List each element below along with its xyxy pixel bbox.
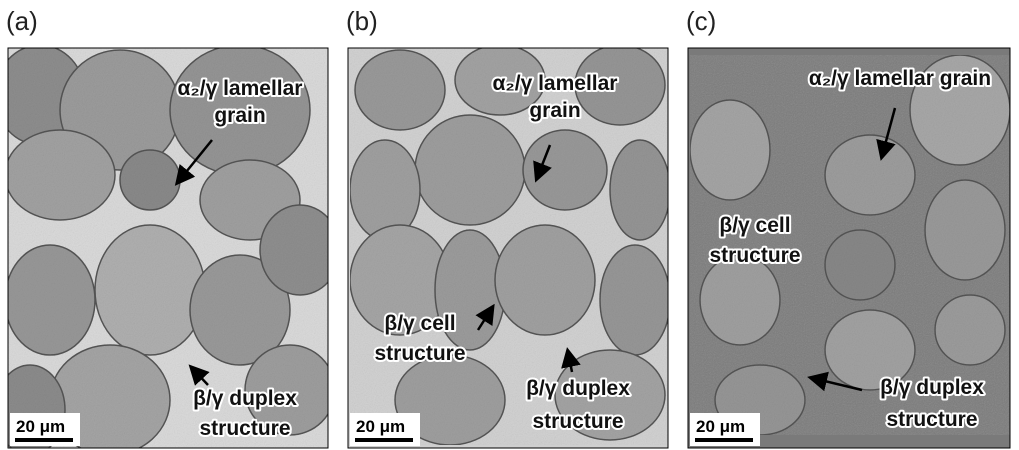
panel-label: (c) bbox=[686, 6, 716, 36]
panel-label: (b) bbox=[346, 6, 378, 36]
figure: (a) α₂/γ lamellar grain β/γ duplex struc… bbox=[0, 0, 1019, 450]
scale-bar bbox=[695, 438, 753, 442]
scale-label: 20 μm bbox=[696, 417, 745, 436]
scale-bar bbox=[15, 438, 73, 442]
annotation: structure bbox=[532, 410, 623, 433]
annotation: α₂/γ lamellar bbox=[493, 72, 618, 95]
annotation: α₂/γ lamellar grain bbox=[809, 67, 991, 90]
scale-label: 20 μm bbox=[356, 417, 405, 436]
panel-label: (a) bbox=[6, 6, 38, 36]
annotation: β/γ cell bbox=[384, 312, 455, 335]
annotation: structure bbox=[374, 342, 465, 365]
annotation: structure bbox=[709, 244, 800, 267]
annotation: structure bbox=[886, 408, 977, 431]
annotation: structure bbox=[199, 417, 290, 440]
annotation: β/γ duplex bbox=[193, 387, 297, 410]
scale-bar bbox=[355, 438, 413, 442]
annotation: β/γ duplex bbox=[526, 377, 630, 400]
annotation: α₂/γ lamellar bbox=[178, 77, 303, 100]
annotation: grain bbox=[214, 104, 265, 127]
annotation: β/γ cell bbox=[719, 214, 790, 237]
annotation: grain bbox=[529, 99, 580, 122]
annotation: β/γ duplex bbox=[880, 376, 984, 399]
scale-label: 20 μm bbox=[16, 417, 65, 436]
